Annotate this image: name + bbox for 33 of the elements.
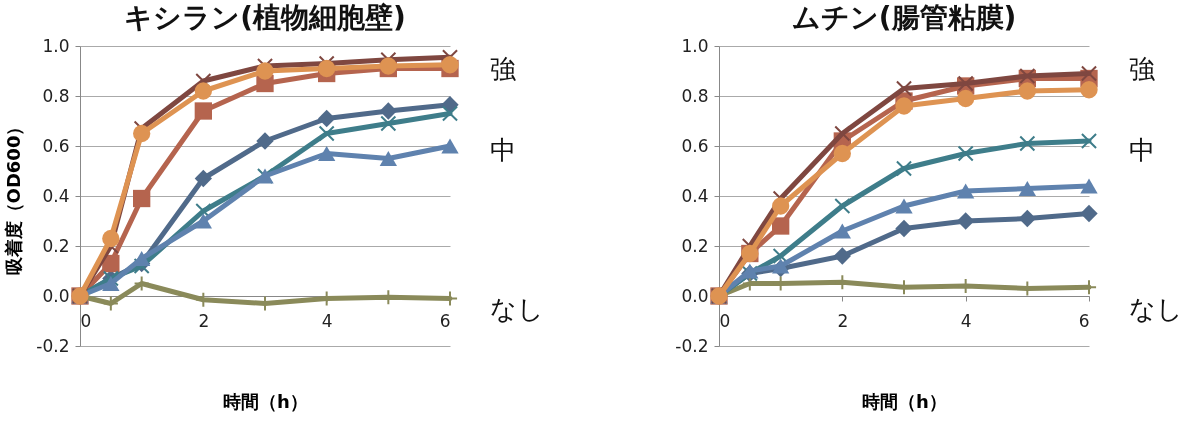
y-tick-label: -0.2 [675,335,709,356]
y-tick-label: 0.0 [681,285,709,306]
text: 強 [490,54,516,84]
y-tick-label: 0.6 [681,135,709,156]
text: 中 [490,135,516,165]
y-tick-label: 0.8 [681,85,709,106]
text: 強 [1129,54,1155,84]
x-tick-label: 4 [960,310,972,331]
y-tick-label: 1.0 [42,35,70,56]
y-tick-label: 0.4 [681,185,709,206]
y-tick-label: 0.8 [42,85,70,106]
x-tick-label: 4 [321,310,333,331]
x-tick-label: 6 [439,310,451,331]
y-tick-label: 1.0 [681,35,709,56]
x-axis-title: 時間（h） [862,390,947,412]
y-tick-label: -0.2 [36,335,70,356]
chart-title: キシラン(植物細胞壁) [124,1,406,34]
y-axis-title: 吸着度（OD600） [3,117,25,276]
y-tick-label: 0.2 [681,235,709,256]
y-tick-label: 0.0 [42,285,70,306]
y-tick-label: 0.2 [42,235,70,256]
x-tick-label: 2 [198,310,210,331]
text: 中 [1129,135,1155,165]
chart-title: ムチン(腸管粘膜) [791,1,1017,34]
x-tick-label: 0 [80,310,92,331]
x-tick-label: 2 [837,310,849,331]
text: なし [1129,294,1183,324]
text: なし [490,294,544,324]
y-tick-label: 0.4 [42,185,70,206]
y-tick-label: 0.6 [42,135,70,156]
x-tick-label: 6 [1078,310,1090,331]
x-axis-title: 時間（h） [223,390,308,412]
x-tick-label: 0 [719,310,731,331]
